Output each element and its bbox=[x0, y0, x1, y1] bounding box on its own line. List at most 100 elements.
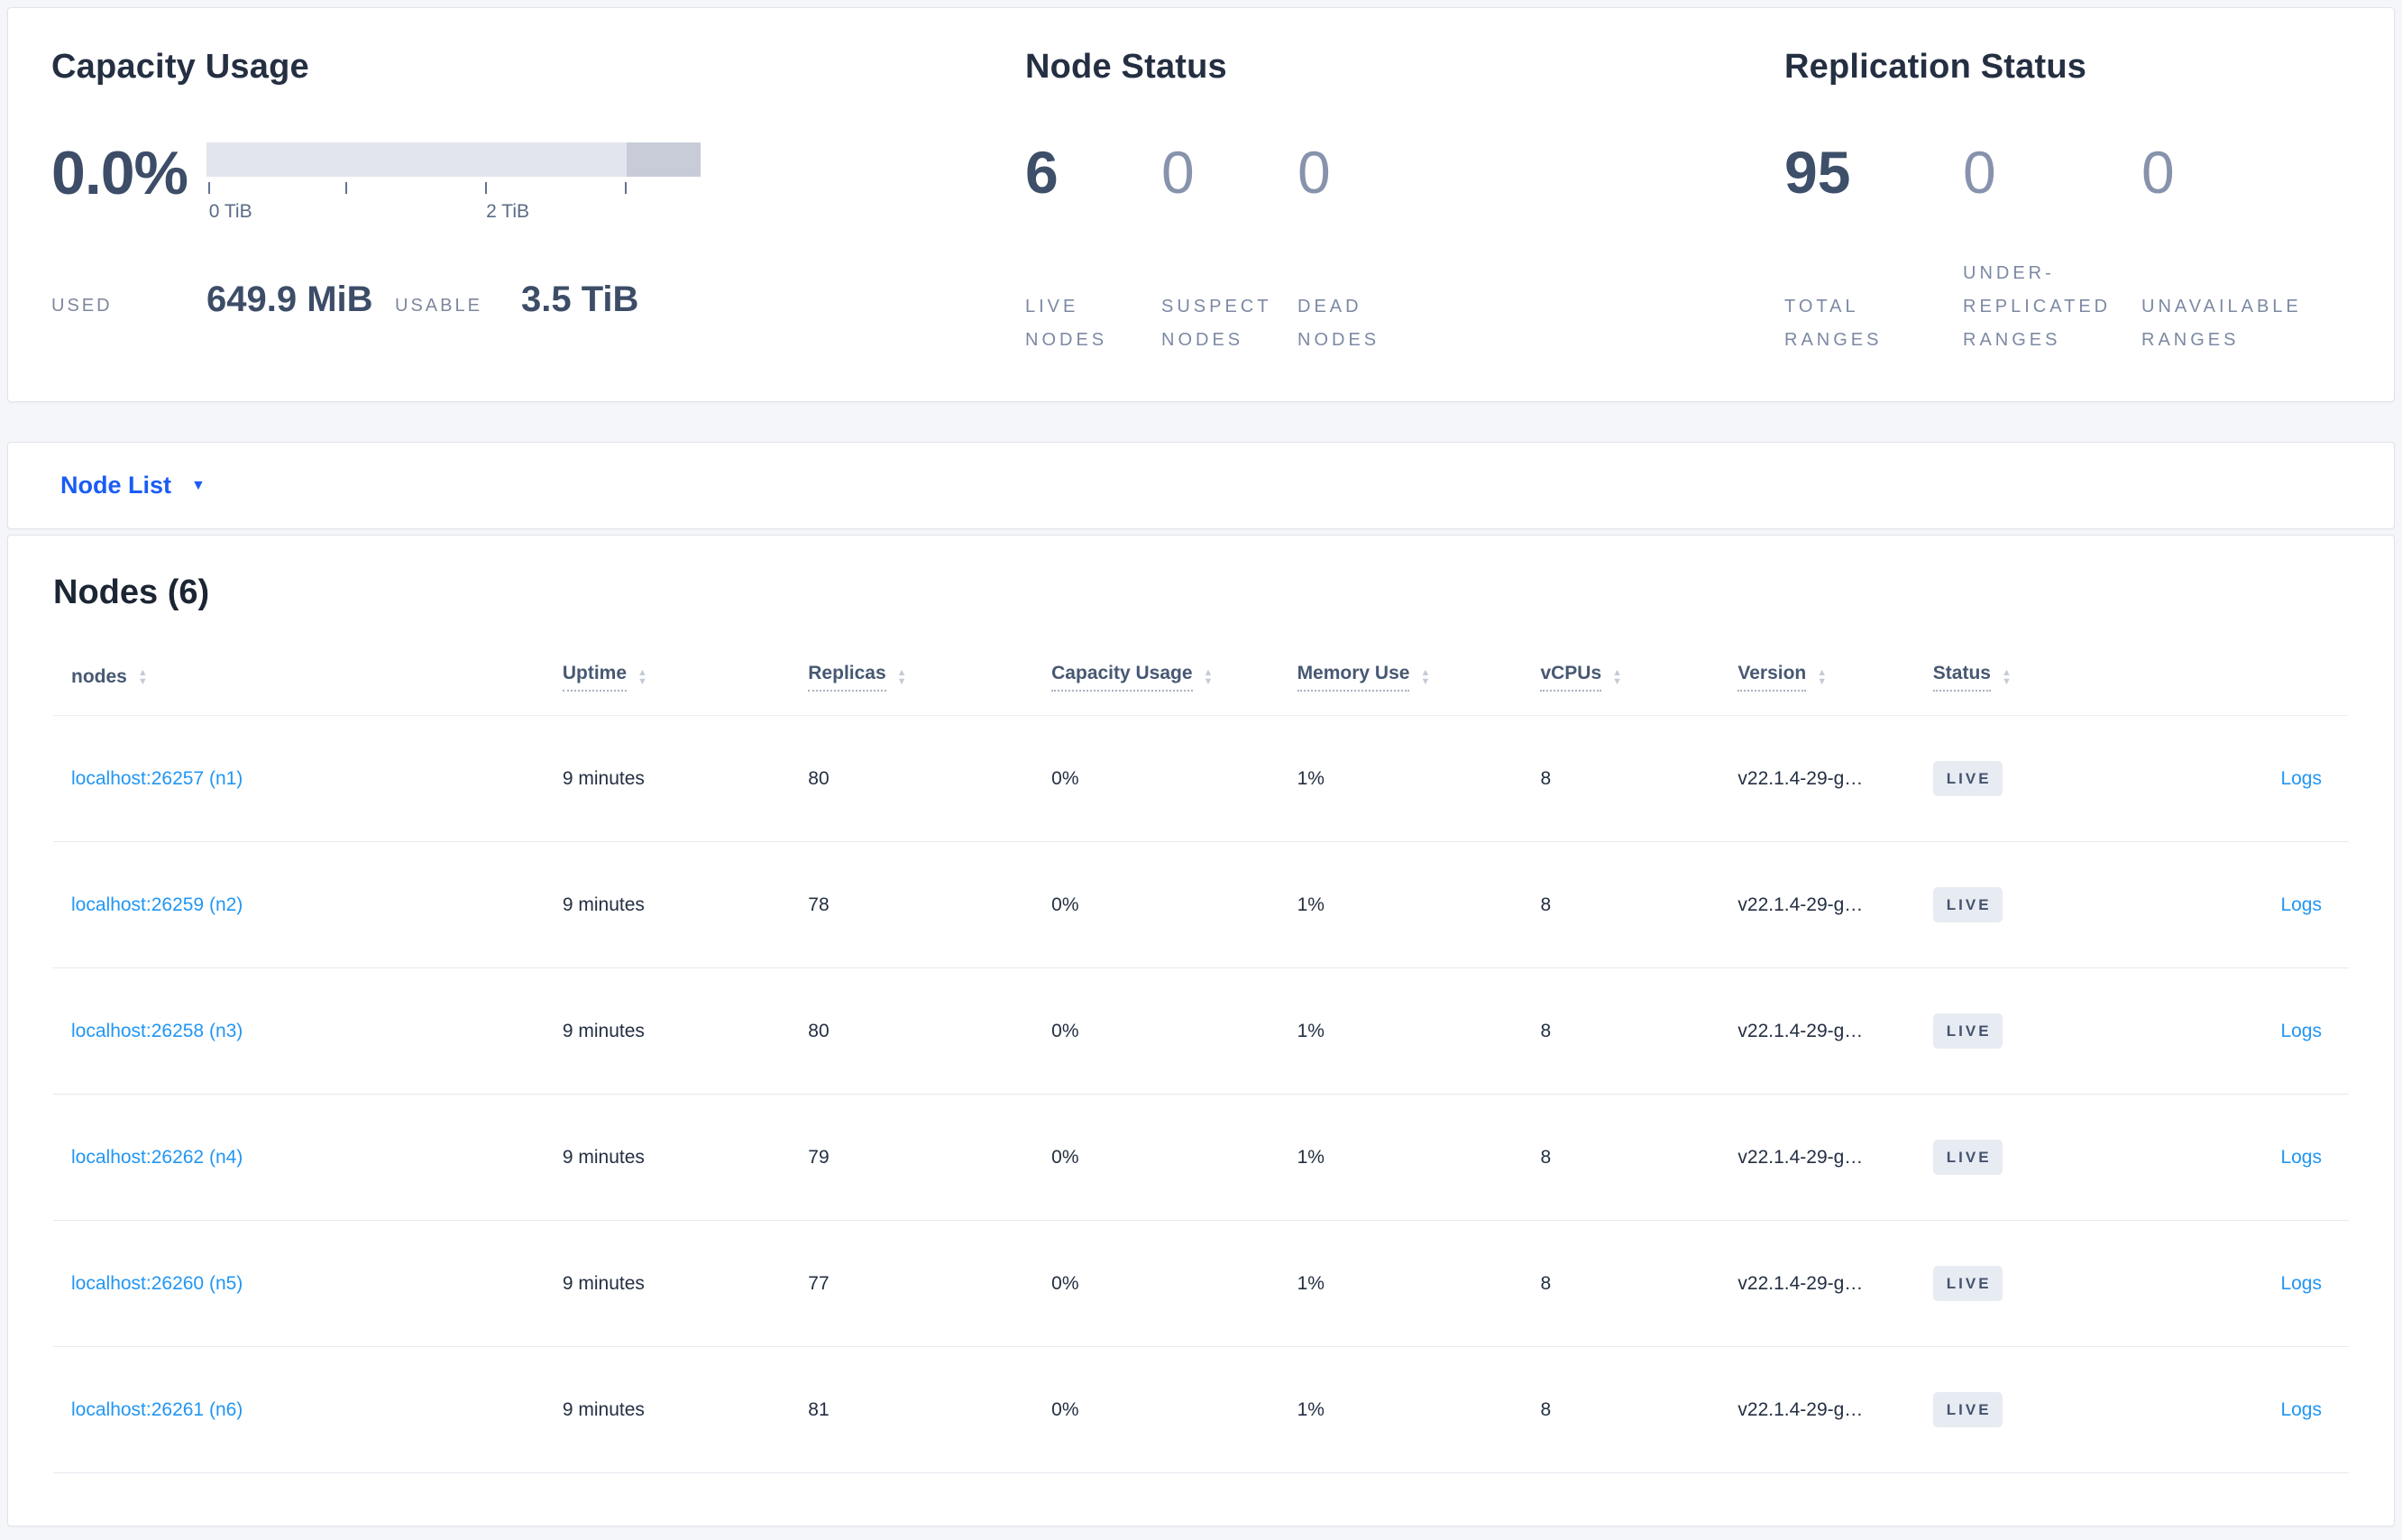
capacity-bar-segment bbox=[626, 142, 701, 177]
status-badge: LIVE bbox=[1932, 1266, 2003, 1301]
nodes-section-title: Nodes (6) bbox=[53, 573, 210, 611]
logs-link[interactable]: Logs bbox=[2280, 1398, 2322, 1420]
table-body: localhost:26257 (n1) 9 minutes 80 0% 1% … bbox=[53, 716, 2349, 1473]
memory-use-cell: 1% bbox=[1297, 767, 1325, 789]
capacity-usage-cell: 0% bbox=[1051, 1398, 1079, 1420]
column-header-label: Version bbox=[1737, 663, 1807, 692]
table-header-row: nodes ▲ ▼ Uptime ▲ ▼ Replicas ▲ ▼ Capacity Usage ▲… bbox=[53, 639, 2349, 716]
vcpus-cell: 8 bbox=[1540, 894, 1552, 915]
uptime-cell: 9 minutes bbox=[562, 1020, 645, 1041]
total-ranges-label: TOTAL RANGES bbox=[1784, 297, 1883, 350]
total-ranges-value: 95 bbox=[1784, 139, 1851, 206]
sort-icon: ▲ ▼ bbox=[137, 667, 148, 687]
capacity-usage-section: Capacity Usage 0.0% 0 TiB 2 TiB USED 649… bbox=[51, 48, 1025, 401]
column-header-label: Capacity Usage bbox=[1051, 663, 1193, 692]
version-cell: v22.1.4-29-g… bbox=[1737, 1398, 1864, 1420]
replicas-cell: 80 bbox=[808, 1020, 830, 1041]
uptime-cell: 9 minutes bbox=[562, 894, 645, 915]
sort-icon: ▲ ▼ bbox=[1203, 667, 1214, 687]
status-badge: LIVE bbox=[1932, 1392, 2003, 1427]
column-header-label: vCPUs bbox=[1540, 663, 1602, 692]
node-list-dropdown[interactable]: Node List ▼ bbox=[60, 472, 206, 500]
logs-link[interactable]: Logs bbox=[2280, 1272, 2322, 1294]
replicas-cell: 78 bbox=[808, 894, 830, 915]
suspect-nodes-label: SUSPECT NODES bbox=[1161, 297, 1272, 350]
node-status-section: Node Status 6 LIVE NODES 0 SUSPECT NODES… bbox=[1025, 48, 1784, 401]
under-replicated-ranges-label: UNDER-REPLICATED RANGES bbox=[1963, 263, 2112, 350]
uptime-cell: 9 minutes bbox=[562, 1146, 645, 1168]
table-row: localhost:26262 (n4) 9 minutes 79 0% 1% … bbox=[53, 1095, 2349, 1221]
replicas-cell: 79 bbox=[808, 1146, 830, 1168]
memory-use-cell: 1% bbox=[1297, 1398, 1325, 1420]
capacity-usage-cell: 0% bbox=[1051, 894, 1079, 915]
column-header-memory[interactable]: Memory Use ▲ ▼ bbox=[1279, 663, 1523, 692]
logs-link[interactable]: Logs bbox=[2280, 1020, 2322, 1041]
column-header-node[interactable]: nodes ▲ ▼ bbox=[53, 666, 545, 688]
memory-use-cell: 1% bbox=[1297, 894, 1325, 915]
column-header-vcpus[interactable]: vCPUs ▲ ▼ bbox=[1522, 663, 1719, 692]
vcpus-cell: 8 bbox=[1540, 1020, 1552, 1041]
node-list-dropdown-bar: Node List ▼ bbox=[7, 442, 2395, 529]
column-header-uptime[interactable]: Uptime ▲ ▼ bbox=[545, 663, 790, 692]
status-badge: LIVE bbox=[1932, 761, 2003, 796]
vcpus-cell: 8 bbox=[1540, 1398, 1552, 1420]
replication-status-title: Replication Status bbox=[1784, 48, 2087, 86]
live-nodes-stat: 6 LIVE NODES bbox=[1025, 142, 1161, 357]
node-link[interactable]: localhost:26261 (n6) bbox=[71, 1398, 243, 1420]
capacity-usage-bar-chart: 0 TiB 2 TiB bbox=[206, 142, 701, 234]
column-header-version[interactable]: Version ▲ ▼ bbox=[1719, 663, 1914, 692]
node-link[interactable]: localhost:26257 (n1) bbox=[71, 767, 243, 789]
node-link[interactable]: localhost:26258 (n3) bbox=[71, 1020, 243, 1041]
replicas-cell: 81 bbox=[808, 1398, 830, 1420]
usable-label: USABLE bbox=[395, 296, 482, 316]
nodes-table: nodes ▲ ▼ Uptime ▲ ▼ Replicas ▲ ▼ Capacity Usage ▲… bbox=[53, 639, 2349, 1473]
capacity-percent-value: 0.0% bbox=[51, 139, 188, 207]
node-list-dropdown-label: Node List bbox=[60, 472, 172, 499]
under-replicated-ranges-value: 0 bbox=[1963, 139, 1996, 206]
sort-icon: ▲ ▼ bbox=[2001, 667, 2012, 687]
node-link[interactable]: localhost:26262 (n4) bbox=[71, 1146, 243, 1168]
sort-icon: ▲ ▼ bbox=[1612, 667, 1623, 687]
logs-link[interactable]: Logs bbox=[2280, 767, 2322, 789]
column-header-capacity[interactable]: Capacity Usage ▲ ▼ bbox=[1033, 663, 1279, 692]
replicas-cell: 77 bbox=[808, 1272, 830, 1294]
status-badge: LIVE bbox=[1932, 887, 2003, 922]
version-cell: v22.1.4-29-g… bbox=[1737, 1272, 1864, 1294]
column-header-status[interactable]: Status ▲ ▼ bbox=[1915, 663, 2099, 692]
dead-nodes-stat: 0 DEAD NODES bbox=[1297, 142, 1434, 357]
cluster-summary-card: Capacity Usage 0.0% 0 TiB 2 TiB USED 649… bbox=[7, 7, 2395, 402]
capacity-bar-axis: 0 TiB 2 TiB bbox=[206, 182, 701, 234]
logs-link[interactable]: Logs bbox=[2280, 1146, 2322, 1168]
version-cell: v22.1.4-29-g… bbox=[1737, 894, 1864, 915]
logs-link[interactable]: Logs bbox=[2280, 894, 2322, 915]
replicas-cell: 80 bbox=[808, 767, 830, 789]
table-row: localhost:26261 (n6) 9 minutes 81 0% 1% … bbox=[53, 1347, 2349, 1473]
column-header-replicas[interactable]: Replicas ▲ ▼ bbox=[790, 663, 1033, 692]
version-cell: v22.1.4-29-g… bbox=[1737, 1146, 1864, 1168]
unavailable-ranges-label: UNAVAILABLE RANGES bbox=[2141, 297, 2302, 350]
node-link[interactable]: localhost:26259 (n2) bbox=[71, 894, 243, 915]
column-header-label: Status bbox=[1932, 663, 1991, 692]
table-row: localhost:26259 (n2) 9 minutes 78 0% 1% … bbox=[53, 842, 2349, 968]
memory-use-cell: 1% bbox=[1297, 1020, 1325, 1041]
suspect-nodes-stat: 0 SUSPECT NODES bbox=[1161, 142, 1297, 357]
uptime-cell: 9 minutes bbox=[562, 767, 645, 789]
column-header-label: Replicas bbox=[808, 663, 886, 692]
chevron-down-icon: ▼ bbox=[191, 477, 206, 493]
status-badge: LIVE bbox=[1932, 1013, 2003, 1049]
table-row: localhost:26260 (n5) 9 minutes 77 0% 1% … bbox=[53, 1221, 2349, 1347]
uptime-cell: 9 minutes bbox=[562, 1272, 645, 1294]
column-header-label: Memory Use bbox=[1297, 663, 1410, 692]
sort-icon: ▲ ▼ bbox=[1420, 667, 1431, 687]
status-badge: LIVE bbox=[1932, 1140, 2003, 1175]
replication-status-section: Replication Status 95 TOTAL RANGES 0 UND… bbox=[1784, 48, 2351, 401]
memory-use-cell: 1% bbox=[1297, 1272, 1325, 1294]
nodes-table-card: Nodes (6) nodes ▲ ▼ Uptime ▲ ▼ Replicas ▲ ▼ Capac… bbox=[7, 535, 2395, 1526]
live-nodes-label: LIVE NODES bbox=[1025, 297, 1108, 350]
node-link[interactable]: localhost:26260 (n5) bbox=[71, 1272, 243, 1294]
capacity-usage-cell: 0% bbox=[1051, 1020, 1079, 1041]
memory-use-cell: 1% bbox=[1297, 1146, 1325, 1168]
vcpus-cell: 8 bbox=[1540, 1146, 1552, 1168]
table-row: localhost:26257 (n1) 9 minutes 80 0% 1% … bbox=[53, 716, 2349, 842]
capacity-usage-cell: 0% bbox=[1051, 1272, 1079, 1294]
